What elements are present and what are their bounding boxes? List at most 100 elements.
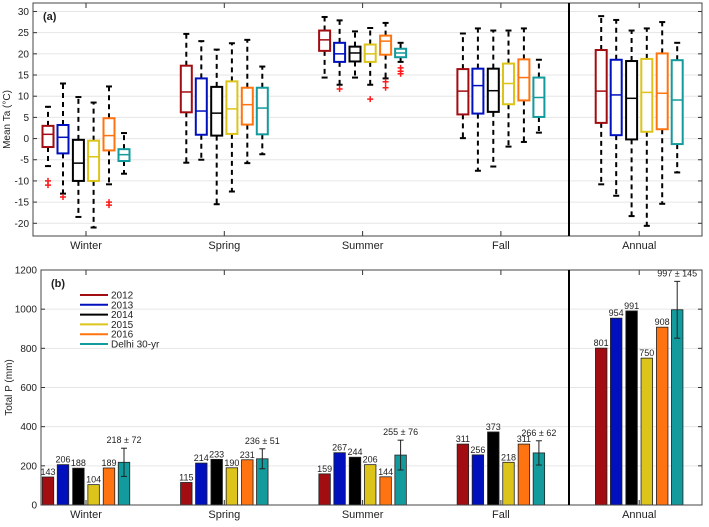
box [655,52,669,131]
bar [379,476,392,506]
data-label: 231 [240,450,255,460]
x-tick-label: Fall [492,509,510,521]
box-2015-fall [502,29,515,148]
outlier-marker [382,84,389,91]
panel-b: 1200 1000 800 600 400 200 0 Winter Spring Summer F… [4,266,703,521]
box-2012-spring [179,32,193,164]
x-tick-label: Summer [342,509,384,521]
box [194,77,208,136]
data-label: 143 [40,467,55,477]
y-tick-label: 30 [18,7,30,18]
box-2013-winter [56,82,70,201]
box [71,138,85,182]
data-label: 750 [639,348,654,358]
y-axis-label: Total P (mm) [4,359,15,416]
bar [225,467,239,506]
box-2012-summer [318,15,332,79]
bar-2016-summer: 144 [378,467,393,506]
y-tick-label: 5 [23,113,29,124]
bar [471,454,485,506]
box [56,124,70,155]
bar-2014-annual: 991 [624,301,639,506]
bar-2012-spring: 115 [179,472,193,506]
bar-2013-fall: 256 [470,445,485,506]
box [225,80,239,135]
bar [364,464,377,506]
y-tick-label: 10 [18,92,30,103]
box-2013-spring [194,40,208,161]
data-label: 218 [501,452,516,462]
box-2012-annual [594,15,608,186]
bar-2012-annual: 801 [594,338,609,506]
bar-2014-summer: 244 [347,447,363,506]
outlier-marker [397,70,404,77]
y-tick-label: 0 [23,134,29,145]
bar-2014-winter: 188 [71,458,86,506]
outlier-marker [45,182,51,189]
y-tick-label: 400 [20,422,37,433]
data-label: 144 [378,467,393,477]
bar [640,357,653,506]
legend-label: 2015 [111,320,134,331]
x-tick-label: Fall [492,240,510,252]
bar-2013-winter: 206 [55,455,71,506]
box-2016-annual [655,21,669,205]
box-2013-summer [333,19,347,92]
data-label: 311 [456,434,470,444]
data-label: 236 ± 51 [245,436,280,446]
outlier-marker [367,96,374,103]
box [640,57,654,133]
box [379,34,393,56]
data-label: 206 [55,455,70,465]
box-2014-fall [486,29,500,168]
bar-2014-spring: 233 [209,449,224,506]
y-tick-label: 15 [18,71,30,82]
box [625,60,639,141]
bar [348,456,362,506]
axes-frame-a [32,2,703,237]
bar-2012-fall: 311 [456,434,470,506]
box [609,58,623,137]
box [318,29,332,52]
box-delhi-30-yr-winter [117,132,131,175]
bar [517,443,531,506]
box-2015-spring [225,42,239,193]
data-label: 206 [363,455,378,465]
bar-2015-annual: 750 [639,348,654,506]
y-tick-label: 25 [18,28,30,39]
bar-2012-winter: 143 [40,467,56,506]
bar-2016-winter: 189 [101,458,117,506]
box [255,86,269,136]
y-tick-label: 1200 [15,266,38,277]
data-label: 214 [194,453,209,463]
box-delhi-30-yr-annual [670,41,684,174]
bar [333,452,346,506]
box [102,117,116,152]
box [210,85,224,137]
data-label: 954 [609,308,624,318]
box-2015-summer [363,26,377,103]
box-2013-fall [471,27,485,172]
legend-label: Delhi 30-yr [111,340,160,351]
box-2014-spring [210,48,224,206]
bar [318,473,331,506]
y-tick-label: 200 [20,461,37,472]
box [240,86,254,126]
y-tick-label: 1000 [15,305,38,316]
box-2012-winter [41,105,55,189]
box [348,45,362,63]
data-label: 190 [224,458,239,468]
box [517,58,531,102]
box-2014-annual [625,29,639,218]
bar [502,461,515,506]
data-label: 311 [517,434,531,444]
bar [487,431,500,506]
outlier-marker [336,85,343,92]
panel-a: 30 25 20 15 10 5 0 -5 -10 -15 -20 Winter Spring Summe… [2,2,703,252]
box-delhi-30-yr-fall [532,58,546,134]
bar [210,458,223,506]
x-tick-label: Winter [70,240,102,252]
y-tick-label: -5 [20,155,29,166]
